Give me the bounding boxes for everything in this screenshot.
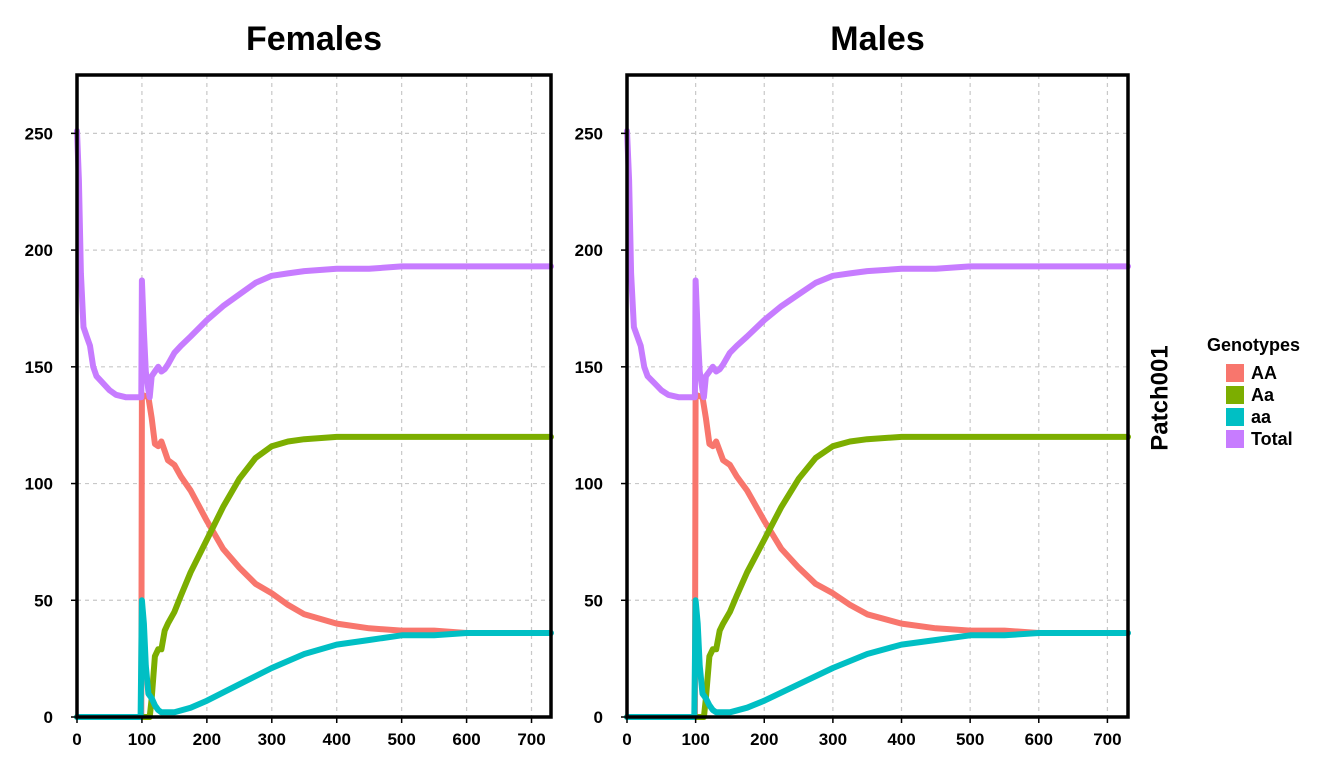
y-tick-label: 0 <box>594 708 603 727</box>
x-tick-label: 500 <box>387 730 415 749</box>
legend-title: Genotypes <box>1207 335 1300 355</box>
strip-label: Patch001 <box>1146 345 1173 450</box>
y-tick-label: 100 <box>575 475 603 494</box>
series-line-aa <box>624 433 1131 720</box>
panel-title: Females <box>246 20 382 58</box>
x-tick-label: 400 <box>323 730 351 749</box>
x-tick-label: 0 <box>72 730 81 749</box>
y-tick-label: 150 <box>25 358 53 377</box>
panel-0: Females 0 100 200 300 400 500 600 700 0 50 100 150 20… <box>25 20 554 749</box>
y-tick-label: 200 <box>25 241 53 260</box>
y-tick-label: 100 <box>25 475 53 494</box>
series-line-total <box>624 128 1131 401</box>
x-tick-label: 400 <box>887 730 915 749</box>
series-line-total <box>74 128 554 401</box>
legend-label-aa: Aa <box>1251 385 1275 405</box>
y-tick-label: 200 <box>575 241 603 260</box>
x-tick-label: 100 <box>681 730 709 749</box>
panel-1: Males 0 100 200 300 400 500 600 700 0 50 100 150 200 2… <box>575 20 1131 749</box>
legend-swatch-aa <box>1226 364 1244 382</box>
series-line-aa <box>74 391 554 720</box>
x-tick-label: 600 <box>1025 730 1053 749</box>
legend-swatch-total <box>1226 430 1244 448</box>
x-tick-label: 0 <box>622 730 631 749</box>
x-tick-label: 300 <box>819 730 847 749</box>
y-tick-label: 50 <box>584 591 603 610</box>
x-tick-label: 500 <box>956 730 984 749</box>
series-line-aa <box>74 433 554 720</box>
x-tick-label: 600 <box>452 730 480 749</box>
legend-label-total: Total <box>1251 429 1293 449</box>
x-tick-label: 700 <box>517 730 545 749</box>
x-tick-label: 200 <box>750 730 778 749</box>
plot-frame <box>625 73 1130 719</box>
y-tick-label: 250 <box>575 124 603 143</box>
x-tick-label: 100 <box>128 730 156 749</box>
series-line-aa <box>624 391 1131 720</box>
legend-swatch-aa <box>1226 386 1244 404</box>
series-line-aa <box>624 597 1131 720</box>
x-tick-label: 700 <box>1093 730 1121 749</box>
y-tick-label: 50 <box>34 591 53 610</box>
panel-title: Males <box>830 20 925 58</box>
legend-label-aa: AA <box>1251 363 1277 383</box>
series-line-aa <box>74 597 554 720</box>
x-tick-label: 200 <box>193 730 221 749</box>
y-tick-label: 150 <box>575 358 603 377</box>
x-tick-label: 300 <box>258 730 286 749</box>
plot-frame <box>75 73 553 719</box>
legend-label-aa: aa <box>1251 407 1272 427</box>
y-tick-label: 250 <box>25 124 53 143</box>
y-tick-label: 0 <box>44 708 53 727</box>
legend-swatch-aa <box>1226 408 1244 426</box>
